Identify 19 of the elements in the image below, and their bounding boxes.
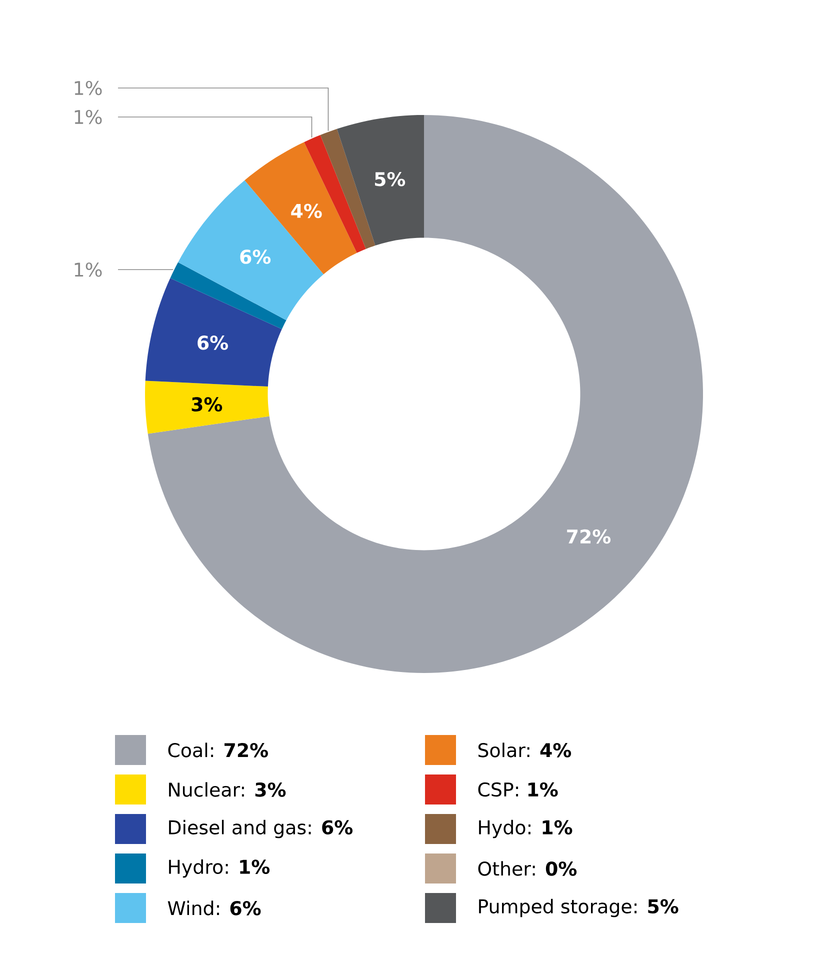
data-label: 1% <box>74 262 102 277</box>
data-label: 5% <box>375 172 406 186</box>
legend-label: Pumped storage: 5% <box>479 898 678 918</box>
legend-label: Nuclear: 3% <box>169 782 286 797</box>
data-label: 4% <box>291 204 322 218</box>
legend-label: CSP: 1% <box>478 782 558 797</box>
legend-label: Hydo: 1% <box>479 820 572 838</box>
data-label: 6% <box>198 336 228 350</box>
data-label: 6% <box>240 250 271 264</box>
legend-label: Diesel and gas: 6% <box>169 820 353 838</box>
data-label: 72% <box>567 529 611 544</box>
data-label: 1% <box>74 110 102 124</box>
data-label: 1% <box>74 80 102 96</box>
legend-label: Hydro: 1% <box>169 859 270 878</box>
legend-label: Other: 0% <box>478 861 577 876</box>
legend-label: Solar: 4% <box>478 742 572 758</box>
legend-label: Wind: 6% <box>168 900 261 916</box>
data-label: 3% <box>192 397 222 412</box>
legend-label: Coal: 72% <box>168 742 268 758</box>
